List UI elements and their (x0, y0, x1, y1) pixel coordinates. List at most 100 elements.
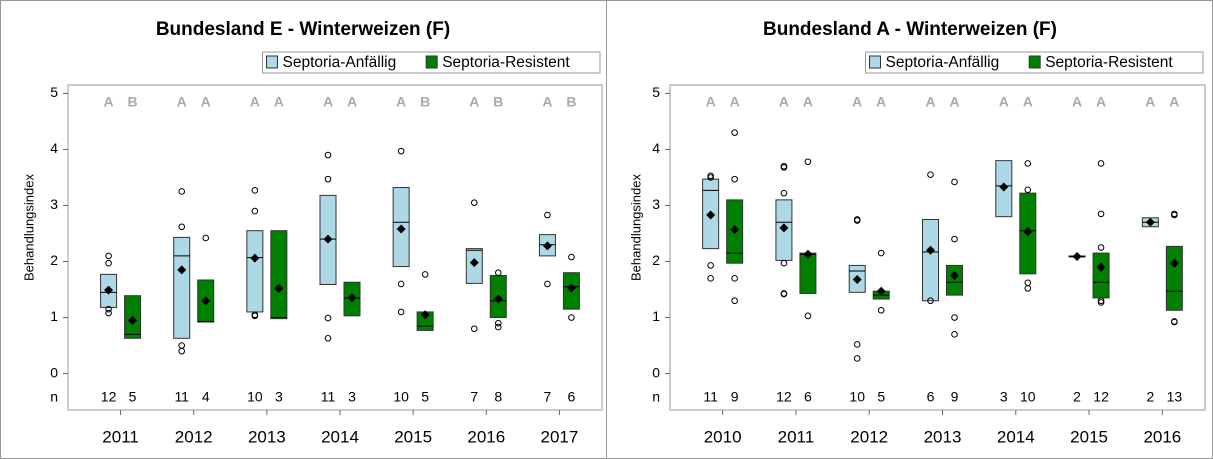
mean-marker (876, 286, 886, 296)
group-letter: B (566, 94, 576, 110)
outlier (877, 306, 885, 314)
n-value: 5 (877, 389, 885, 405)
x-tick-label: 2016 (467, 427, 505, 446)
mean-marker (104, 285, 114, 295)
group-letter: A (469, 94, 479, 110)
group-letter: A (1145, 94, 1155, 110)
x-tick-label: 2012 (175, 427, 213, 446)
n-value: 7 (470, 389, 478, 405)
plot-frame (669, 84, 1206, 411)
outlier (324, 151, 332, 159)
outlier (568, 314, 575, 321)
group-letter: A (949, 94, 959, 110)
n-label: n (50, 389, 58, 405)
y-tick-label: 2 (50, 252, 58, 268)
outlier (951, 331, 958, 338)
x-tick-label: 2012 (850, 427, 888, 446)
n-value: 6 (927, 389, 935, 405)
outlier (927, 171, 934, 178)
outlier (397, 147, 405, 155)
outlier (707, 174, 714, 181)
box (173, 236, 191, 339)
n-value: 12 (1093, 389, 1109, 405)
x-tick-label: 2013 (248, 427, 286, 446)
box (246, 230, 264, 313)
outlier (1097, 210, 1105, 218)
outlier (877, 249, 885, 257)
group-letter: A (274, 94, 284, 110)
mean-marker (950, 271, 959, 281)
mean-marker (730, 225, 740, 235)
legend-label: Septoria-Anfällig (886, 54, 1000, 71)
outlier (178, 347, 186, 355)
y-tick-label: 5 (50, 84, 58, 100)
outlier (494, 319, 502, 327)
outlier (251, 312, 259, 320)
mean-marker (1096, 262, 1106, 272)
y-axis-label: Behandlungsindex (628, 174, 643, 281)
outlier (105, 305, 112, 313)
group-letter: A (347, 94, 357, 110)
mean-marker (396, 224, 406, 234)
n-value: 10 (247, 389, 263, 405)
outlier (202, 234, 210, 242)
n-value: 4 (202, 389, 210, 405)
mean-marker (274, 283, 284, 293)
mean-marker (177, 265, 187, 275)
group-letter: A (730, 94, 740, 110)
outlier (780, 259, 788, 267)
n-value: 7 (544, 389, 552, 405)
group-letter: A (1072, 94, 1082, 110)
n-value: 11 (174, 389, 189, 405)
outlier (804, 312, 812, 320)
n-value: 5 (129, 389, 137, 405)
box (946, 264, 963, 296)
n-value: 6 (804, 389, 812, 405)
outlier (927, 297, 934, 305)
mean-marker (1072, 251, 1082, 261)
n-value: 2 (1146, 389, 1154, 405)
outlier (1097, 160, 1105, 167)
x-tick-label: 2010 (704, 427, 742, 446)
n-value: 5 (421, 389, 429, 405)
n-value: 12 (776, 389, 792, 405)
n-value: 9 (731, 389, 739, 405)
n-value: 10 (393, 389, 409, 405)
legend-swatch (266, 55, 278, 69)
mean-marker (926, 245, 935, 255)
y-tick-label: 5 (652, 84, 660, 100)
group-letter: A (104, 94, 114, 110)
mean-marker (250, 253, 260, 263)
outlier (1097, 299, 1105, 306)
mean-marker (469, 258, 479, 268)
outlier (568, 253, 575, 261)
group-letter: A (779, 94, 789, 110)
mean-marker (566, 283, 576, 293)
group-letter: A (323, 94, 333, 110)
legend-frame (865, 51, 1204, 74)
n-value: 3 (1000, 389, 1008, 405)
n-value: 11 (703, 389, 718, 405)
y-tick-label: 4 (50, 140, 58, 156)
outlier (853, 355, 861, 362)
outlier (105, 252, 112, 260)
group-letter: B (420, 94, 430, 110)
outlier (470, 199, 478, 206)
outlier (780, 189, 788, 197)
group-letter: B (128, 94, 138, 110)
outlier (707, 262, 714, 269)
group-letter: A (876, 94, 886, 110)
box (799, 252, 817, 294)
x-tick-label: 2011 (102, 427, 139, 446)
n-value: 11 (321, 389, 336, 405)
chart-title: Bundesland A - Winterweizen (F) (763, 19, 1057, 40)
outlier (1024, 160, 1032, 167)
outlier (544, 211, 551, 219)
group-letter: A (396, 94, 406, 110)
outlier (853, 217, 861, 224)
outlier (951, 235, 958, 243)
y-tick-label: 4 (652, 140, 660, 156)
mean-marker (803, 249, 813, 259)
outlier (853, 341, 861, 348)
outlier (1024, 186, 1032, 194)
